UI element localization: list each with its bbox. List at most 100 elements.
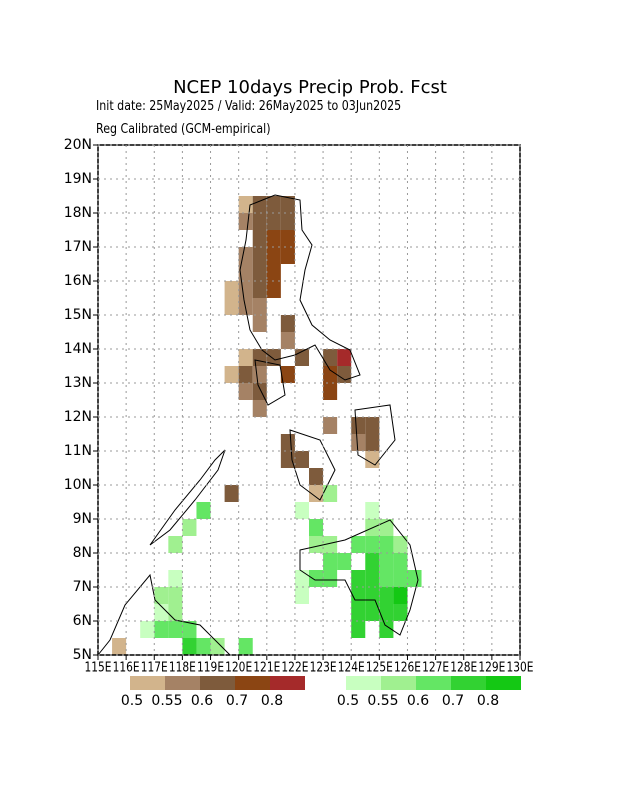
prob-cell <box>337 553 352 570</box>
prob-cell <box>182 621 197 638</box>
prob-cell <box>309 536 324 553</box>
prob-cell <box>323 417 338 434</box>
prob-cell <box>365 502 380 519</box>
prob-cell <box>168 604 183 621</box>
x-tick-label: 120E <box>225 661 252 676</box>
prob-cell <box>280 230 295 247</box>
prob-cell <box>323 485 338 502</box>
prob-cell <box>252 264 267 281</box>
prob-cell <box>351 434 366 451</box>
prob-cell <box>294 587 309 604</box>
prob-cell <box>168 621 183 638</box>
x-tick-label: 123E <box>310 661 337 676</box>
x-tick-label: 124E <box>338 661 365 676</box>
prob-cell <box>337 349 352 366</box>
prob-cell <box>196 638 211 655</box>
prob-cell <box>351 604 366 621</box>
prob-cell <box>379 570 394 587</box>
prob-cell <box>224 485 239 502</box>
cells <box>112 196 422 655</box>
prob-cell <box>379 553 394 570</box>
prob-cell <box>294 502 309 519</box>
y-tick-label: 12N <box>64 409 92 425</box>
legend-swatch <box>200 676 235 690</box>
legend-label: 0.5 <box>337 693 359 709</box>
y-tick-label: 6N <box>73 613 92 629</box>
prob-cell <box>337 366 352 383</box>
legend-swatch <box>270 676 305 690</box>
legend: 0.5 0.55 0.6 0.7 0.8 0.5 0.55 0.6 0.7 0.8 <box>121 676 521 709</box>
prob-cell <box>224 298 239 315</box>
prob-cell <box>238 213 253 230</box>
prob-cell <box>252 315 267 332</box>
coastline <box>96 194 419 656</box>
x-tick-label: 129E <box>478 661 505 676</box>
prob-cell <box>238 281 253 298</box>
prob-cell <box>252 281 267 298</box>
legend-swatch <box>381 676 416 690</box>
x-tick-label: 122E <box>281 661 308 676</box>
legend-label: 0.5 <box>121 693 143 709</box>
prob-cell <box>266 213 281 230</box>
prob-cell <box>407 570 422 587</box>
y-tick-label: 14N <box>64 341 92 357</box>
y-tick-label: 10N <box>64 477 92 493</box>
legend-swatch <box>346 676 381 690</box>
prob-cell <box>309 485 324 502</box>
prob-cell <box>280 196 295 213</box>
prob-cell <box>238 349 253 366</box>
prob-cell <box>182 638 197 655</box>
prob-cell <box>238 247 253 264</box>
y-tick-label: 20N <box>64 137 92 153</box>
prob-cell <box>280 332 295 349</box>
prob-cell <box>365 417 380 434</box>
coast-mindoro <box>254 359 286 406</box>
prob-cell <box>294 451 309 468</box>
y-tick-label: 16N <box>64 273 92 289</box>
x-tick-label: 118E <box>169 661 196 676</box>
legend-label: 0.55 <box>151 693 182 709</box>
subtitle: Reg Calibrated (GCM-empirical) <box>96 121 270 136</box>
prob-cell <box>393 604 408 621</box>
prob-cell <box>393 536 408 553</box>
legend-label: 0.8 <box>477 693 499 709</box>
x-tick-label: 128E <box>450 661 477 676</box>
legend-swatch <box>416 676 451 690</box>
prob-cell <box>351 417 366 434</box>
legend-swatch <box>486 676 521 690</box>
prob-cell <box>280 315 295 332</box>
prob-cell <box>351 587 366 604</box>
prob-cell <box>238 383 253 400</box>
prob-cell <box>365 604 380 621</box>
legend-swatch <box>165 676 200 690</box>
prob-cell <box>351 536 366 553</box>
y-tick-label: 19N <box>64 171 92 187</box>
prob-cell <box>266 247 281 264</box>
x-tick-label: 121E <box>253 661 280 676</box>
x-tick-label: 126E <box>394 661 421 676</box>
legend-label: 0.6 <box>191 693 213 709</box>
prob-cell <box>168 587 183 604</box>
chart-title: NCEP 10days Precip Prob. Fcst <box>173 77 447 98</box>
prob-cell <box>323 349 338 366</box>
prob-cell <box>154 621 169 638</box>
prob-cell <box>154 587 169 604</box>
x-tick-label: 117E <box>141 661 168 676</box>
prob-cell <box>280 451 295 468</box>
prob-cell <box>323 570 338 587</box>
prob-cell <box>365 451 380 468</box>
y-tick-label: 11N <box>64 443 92 459</box>
prob-cell <box>280 366 295 383</box>
y-tick-label: 17N <box>64 239 92 255</box>
coast-borneo <box>96 573 232 656</box>
prob-cell <box>224 281 239 298</box>
y-tick-label: 7N <box>73 579 92 595</box>
prob-cell <box>280 213 295 230</box>
prob-cell <box>351 570 366 587</box>
y-tick-label: 5N <box>73 647 92 663</box>
prob-cell <box>309 570 324 587</box>
prob-cell <box>365 536 380 553</box>
prob-cell <box>266 349 281 366</box>
